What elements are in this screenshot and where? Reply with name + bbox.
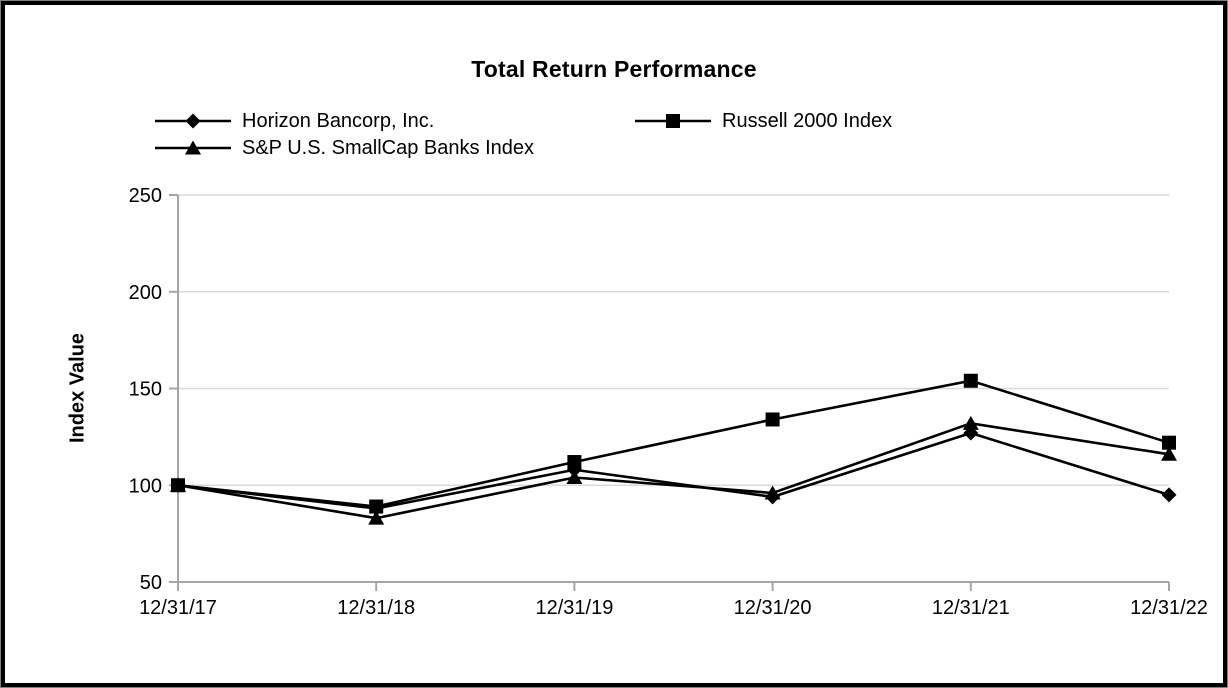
square-marker-icon bbox=[635, 114, 711, 128]
y-axis-title: Index Value bbox=[66, 332, 89, 444]
triangle-marker-icon bbox=[155, 140, 231, 155]
diamond-marker-icon bbox=[155, 113, 231, 129]
legend-item-horizon-bancorp: Horizon Bancorp, Inc. bbox=[153, 108, 434, 134]
svg-text:12/31/22: 12/31/22 bbox=[1130, 597, 1208, 619]
svg-text:12/31/18: 12/31/18 bbox=[337, 597, 415, 619]
legend-item-sp-smallcap-banks: S&P U.S. SmallCap Banks Index bbox=[153, 135, 534, 161]
svg-text:200: 200 bbox=[129, 282, 162, 304]
svg-text:50: 50 bbox=[140, 572, 162, 594]
svg-text:12/31/21: 12/31/21 bbox=[932, 597, 1010, 619]
x-tick-labels: 12/31/17 12/31/18 12/31/19 12/31/20 12/31/21… bbox=[139, 597, 1208, 619]
svg-text:250: 250 bbox=[129, 185, 162, 207]
legend-label-sp-smallcap-banks: S&P U.S. SmallCap Banks Index bbox=[242, 136, 534, 159]
chart-title: Total Return Performance bbox=[471, 56, 757, 82]
legend-label-russell-2000: Russell 2000 Index bbox=[722, 109, 893, 132]
svg-text:12/31/17: 12/31/17 bbox=[139, 597, 217, 619]
svg-text:150: 150 bbox=[129, 379, 162, 401]
series-square bbox=[171, 373, 1176, 514]
svg-text:100: 100 bbox=[129, 475, 162, 497]
series-diamond bbox=[170, 425, 1177, 516]
legend-label-horizon-bancorp: Horizon Bancorp, Inc. bbox=[242, 109, 435, 132]
y-tick-labels: 50 100 150 200 250 bbox=[129, 185, 162, 594]
series-triangle bbox=[170, 415, 1177, 525]
svg-text:12/31/19: 12/31/19 bbox=[535, 597, 613, 619]
legend-item-russell-2000: Russell 2000 Index bbox=[633, 108, 892, 134]
axes bbox=[169, 194, 1170, 591]
svg-text:12/31/20: 12/31/20 bbox=[734, 597, 812, 619]
